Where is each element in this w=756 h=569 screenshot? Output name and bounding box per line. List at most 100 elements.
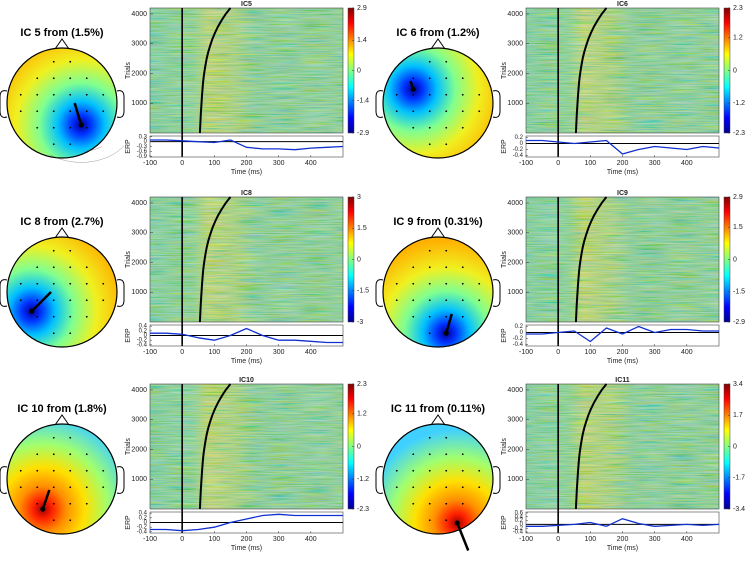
x-tick-label: 0: [556, 349, 560, 356]
erp-line: [526, 139, 720, 155]
y-tick-label: 1000: [131, 476, 147, 483]
electrode: [36, 299, 39, 302]
erp-y-tick-label: -0.4: [513, 530, 524, 536]
electrode: [428, 60, 431, 63]
electrode: [85, 502, 88, 505]
erp-frame: [525, 511, 720, 534]
electrode: [36, 110, 39, 113]
nose: [54, 227, 70, 239]
electrode: [102, 469, 105, 472]
electrode: [428, 93, 431, 96]
electrode: [102, 282, 105, 285]
colorbar-tick-label: 0: [733, 256, 737, 263]
electrode: [52, 436, 55, 439]
electrode: [461, 77, 464, 80]
electrode: [52, 486, 55, 489]
electrode: [445, 77, 448, 80]
erp-label: ERP: [501, 139, 508, 154]
electrode: [69, 143, 72, 146]
erp-label: ERP: [125, 328, 132, 343]
x-tick-label: 200: [241, 160, 253, 167]
electrode: [478, 469, 481, 472]
electrode: [19, 93, 22, 96]
electrode: [478, 282, 481, 285]
electrode: [428, 469, 431, 472]
x-tick-label: 200: [617, 536, 629, 543]
y-tick-label: 3000: [507, 417, 523, 424]
colorbar-tick-label: 0: [733, 67, 737, 74]
electrode: [445, 436, 448, 439]
electrode: [52, 126, 55, 129]
ear: [492, 90, 501, 118]
x-tick-label: -100: [143, 536, 157, 543]
dipole: [41, 489, 51, 510]
electrode: [461, 299, 464, 302]
electrode: [52, 143, 55, 146]
erp-y-tick-label: 0.2: [515, 135, 524, 141]
electrode: [395, 486, 398, 489]
ear: [375, 90, 384, 118]
colorbar-tick-label: 1.2: [357, 411, 367, 418]
component-panel: IC 10 from (1.8%)IC10Trials1000200030004…: [0, 377, 369, 552]
ear: [0, 90, 8, 118]
electrode: [85, 299, 88, 302]
head: [6, 423, 118, 535]
trials-label: Trials: [501, 438, 508, 455]
electrode: [19, 469, 22, 472]
x-axis-label: Time (ms): [607, 545, 638, 552]
electrode: [445, 519, 448, 522]
electrode: [445, 502, 448, 505]
x-tick-label: 100: [584, 536, 596, 543]
electrode: [445, 60, 448, 63]
y-tick-label: 4000: [131, 200, 147, 207]
electrode: [52, 469, 55, 472]
colorbar-tick-label: 2.3: [733, 5, 743, 12]
electrode: [461, 453, 464, 456]
x-tick-label: 300: [649, 160, 661, 167]
reaction-time-curve: [198, 383, 232, 510]
x-tick-label: 0: [556, 536, 560, 543]
electrode: [85, 110, 88, 113]
electrode: [36, 266, 39, 269]
erp-image-noise: [150, 384, 343, 509]
colorbar-tick-label: 1.5: [357, 225, 367, 232]
image-frame: [525, 196, 720, 323]
x-tick-label: 300: [273, 160, 285, 167]
colorbar-tick-label: 0: [357, 443, 361, 450]
erp-y-tick-label: -0.2: [137, 338, 148, 344]
x-tick-label: 100: [208, 349, 220, 356]
electrode: [461, 486, 464, 489]
electrode: [69, 77, 72, 80]
electrode: [445, 126, 448, 129]
reaction-time-curve: [198, 196, 232, 323]
electrode: [445, 143, 448, 146]
erp-image-noise: [526, 384, 719, 509]
erp-line: [150, 513, 343, 532]
ear: [116, 90, 125, 118]
ear: [116, 466, 125, 494]
electrode: [445, 469, 448, 472]
electrode: [445, 93, 448, 96]
electrode: [445, 453, 448, 456]
head: [382, 423, 494, 535]
electrode: [85, 453, 88, 456]
colorbar-tick-label: -1.5: [733, 289, 745, 296]
colorbar-tick-label: 2.9: [733, 194, 743, 201]
electrode: [19, 282, 22, 285]
electrode: [52, 77, 55, 80]
colorbar-tick-label: -2.9: [733, 319, 745, 326]
y-tick-label: 2000: [131, 446, 147, 453]
electrode: [69, 469, 72, 472]
electrode: [428, 299, 431, 302]
erp-y-tick-label: 0.4: [139, 511, 148, 517]
electrode: [85, 469, 88, 472]
colorbar-tick-label: 1.2: [733, 35, 743, 42]
electrode: [461, 266, 464, 269]
component-panel: IC 8 from (2.7%)IC8Trials100020003000400…: [0, 190, 369, 365]
electrode: [36, 502, 39, 505]
electrode: [445, 315, 448, 318]
x-tick-label: -100: [519, 160, 533, 167]
erp-y-tick-label: -0.4: [137, 529, 148, 535]
y-tick-label: 3000: [131, 417, 147, 424]
image-title: IC9: [617, 190, 628, 197]
